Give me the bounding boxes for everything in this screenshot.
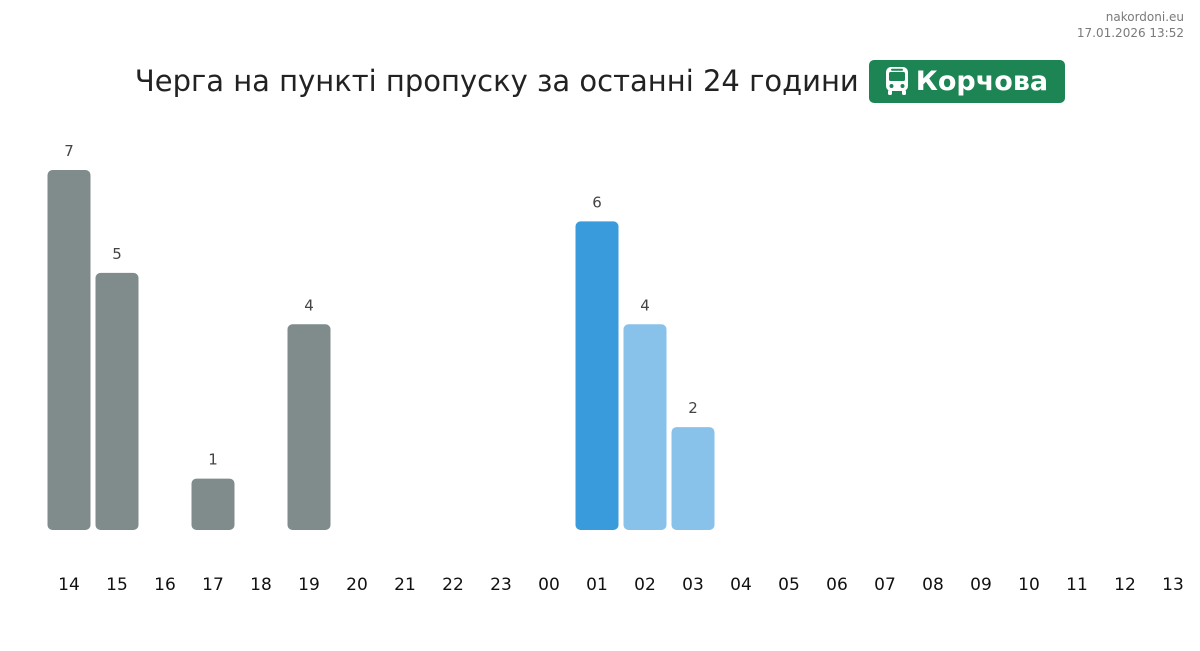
hour-label-06: 06 xyxy=(826,575,848,595)
hour-label-14: 14 xyxy=(58,575,80,595)
hour-label-22: 22 xyxy=(442,575,464,595)
hour-label-05: 05 xyxy=(778,575,800,595)
bar-02 xyxy=(623,324,667,530)
bar-03 xyxy=(671,427,715,530)
bar-value-14: 7 xyxy=(64,142,74,160)
hour-label-07: 07 xyxy=(874,575,896,595)
hour-label-18: 18 xyxy=(250,575,272,595)
hour-label-00: 00 xyxy=(538,575,560,595)
hour-label-15: 15 xyxy=(106,575,128,595)
bar-value-01: 6 xyxy=(592,193,602,211)
hour-label-04: 04 xyxy=(730,575,752,595)
hour-label-20: 20 xyxy=(346,575,368,595)
bar-value-03: 2 xyxy=(688,399,698,417)
hour-label-13: 13 xyxy=(1162,575,1184,595)
hour-label-02: 02 xyxy=(634,575,656,595)
bar-value-19: 4 xyxy=(304,296,314,314)
source-timestamp: 17.01.2026 13:52 xyxy=(1076,26,1184,40)
hour-label-08: 08 xyxy=(922,575,944,595)
hour-label-10: 10 xyxy=(1018,575,1040,595)
bar-14 xyxy=(47,170,91,530)
hour-label-21: 21 xyxy=(394,575,416,595)
hour-label-01: 01 xyxy=(586,575,608,595)
bar-15 xyxy=(95,272,139,530)
bar-19 xyxy=(287,324,331,530)
hour-label-16: 16 xyxy=(154,575,176,595)
hour-label-12: 12 xyxy=(1114,575,1136,595)
hour-label-11: 11 xyxy=(1066,575,1088,595)
source-info: nakordoni.eu 17.01.2026 13:52 xyxy=(1077,9,1184,41)
hour-label-09: 09 xyxy=(970,575,992,595)
checkpoint-name: Корчова xyxy=(915,65,1049,97)
page-title: Черга на пункті пропуску за останні 24 г… xyxy=(134,64,859,98)
bar-value-17: 1 xyxy=(208,451,218,469)
hour-label-17: 17 xyxy=(202,575,224,595)
hour-label-19: 19 xyxy=(298,575,320,595)
checkpoint-badge: Корчова xyxy=(868,59,1066,103)
bar-value-15: 5 xyxy=(112,245,122,263)
bar-01 xyxy=(575,221,619,530)
hour-label-23: 23 xyxy=(490,575,512,595)
hour-label-03: 03 xyxy=(682,575,704,595)
source-site: nakordoni.eu xyxy=(1105,10,1184,24)
bar-value-02: 4 xyxy=(640,296,650,314)
bus-icon xyxy=(884,66,910,96)
bar-17 xyxy=(191,478,235,530)
header: Черга на пункті пропуску за останні 24 г… xyxy=(0,58,1200,104)
